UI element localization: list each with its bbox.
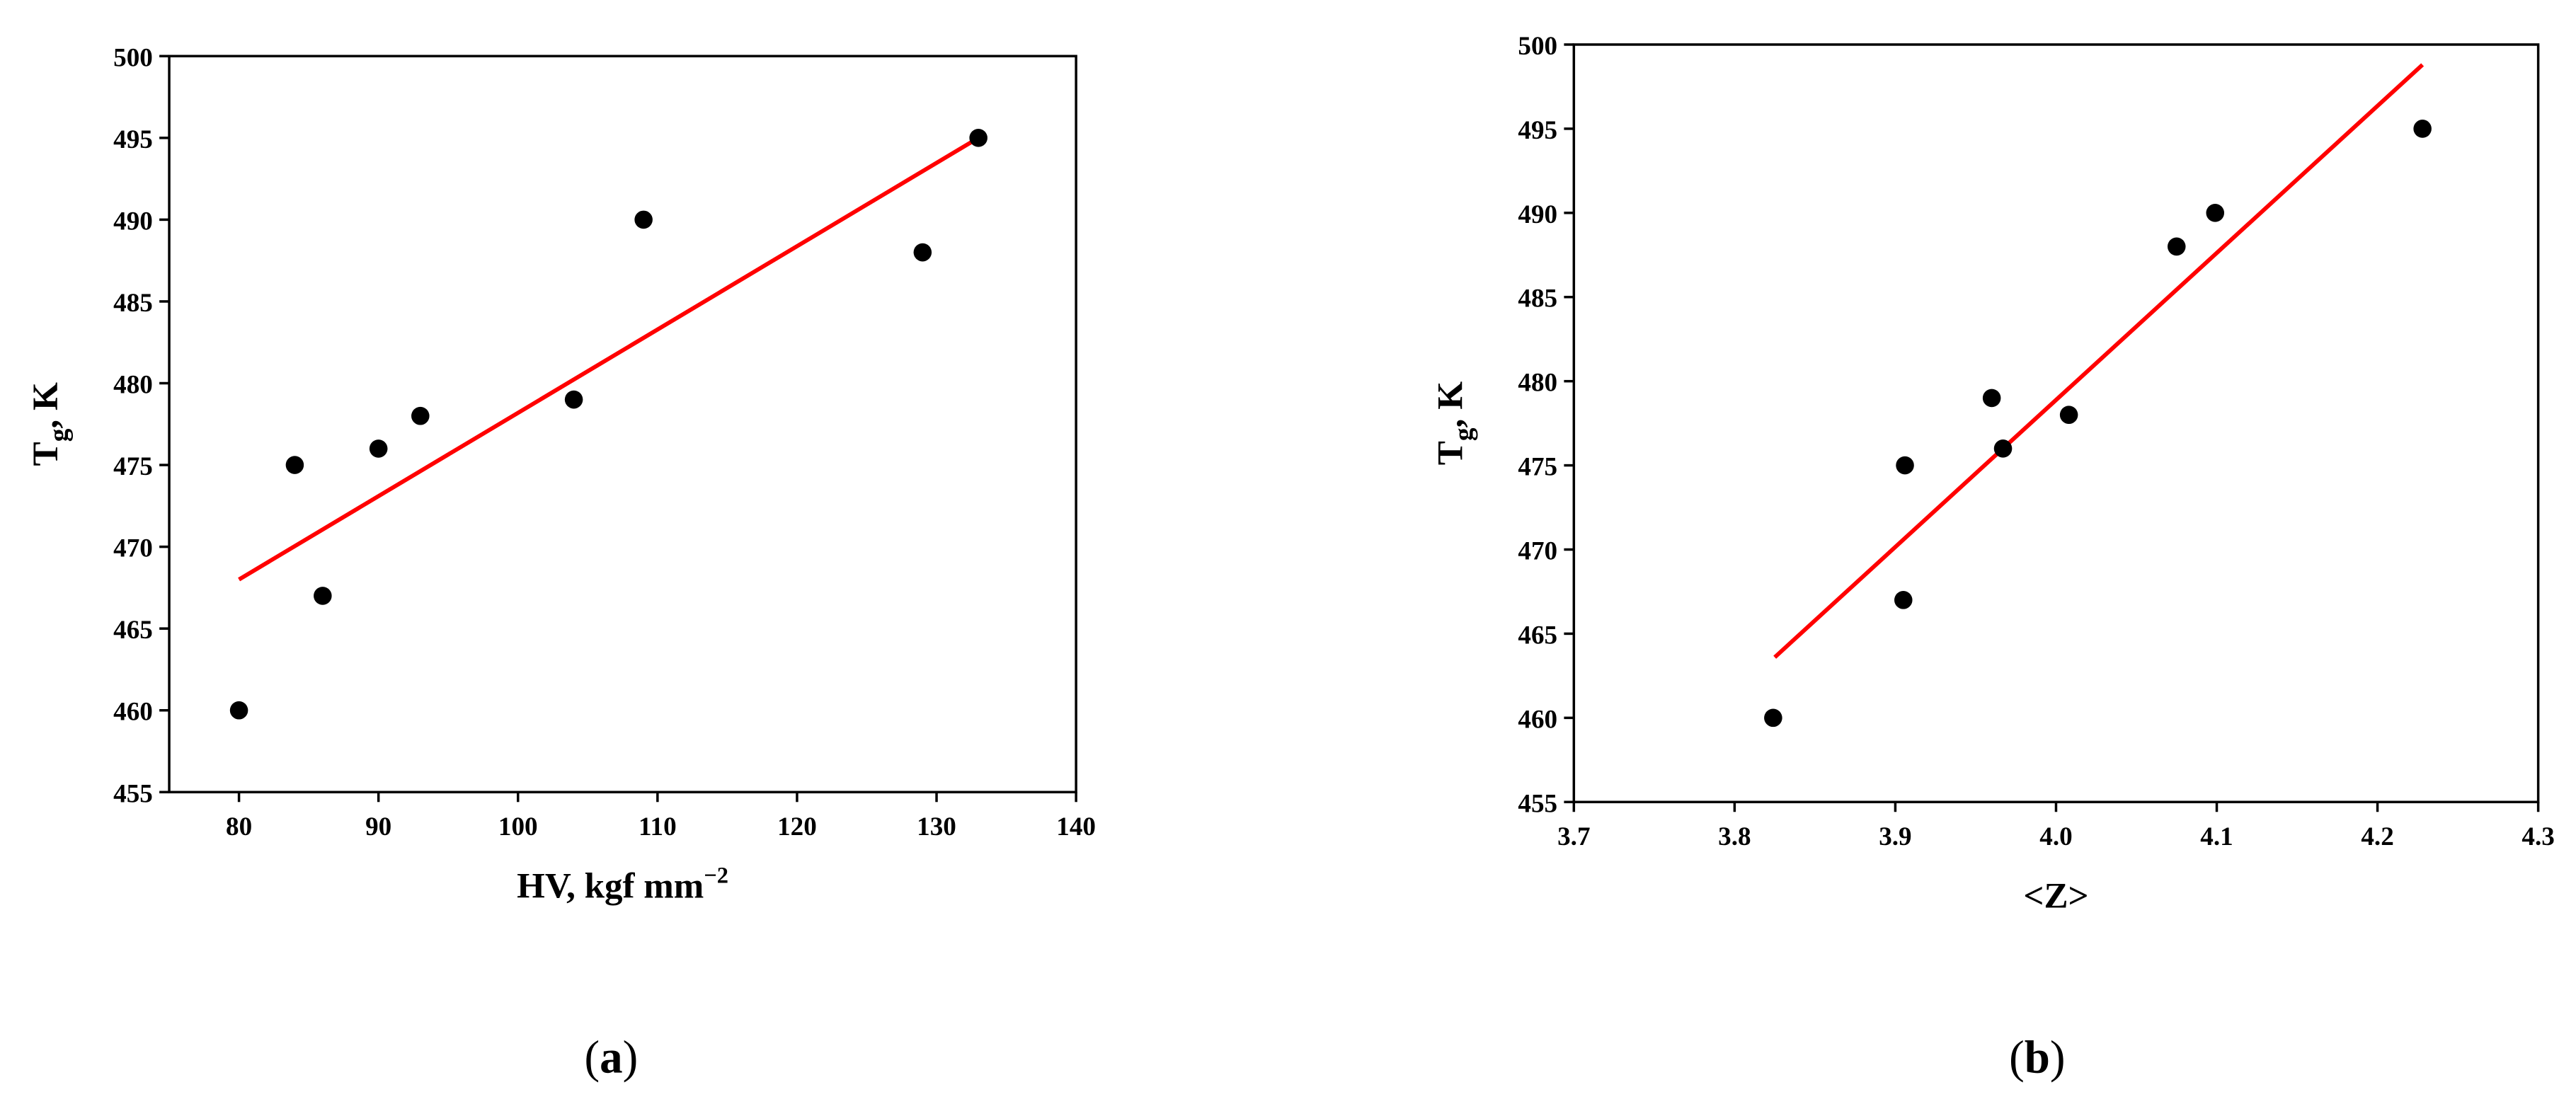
y-axis-label: Tg, K bbox=[25, 382, 74, 466]
data-point bbox=[2059, 406, 2078, 425]
data-point bbox=[564, 390, 583, 409]
y-tick-label: 465 bbox=[1518, 621, 1557, 650]
y-tick-label: 455 bbox=[1518, 789, 1557, 818]
y-tick-label: 490 bbox=[1518, 200, 1557, 229]
caption-part: a bbox=[600, 1033, 622, 1083]
y-tick-label: 460 bbox=[113, 698, 153, 727]
x-tick-label: 4.0 bbox=[2039, 822, 2072, 851]
x-label-part: −2 bbox=[704, 863, 728, 888]
y-tick-label: 495 bbox=[113, 125, 153, 154]
y-label-part: g bbox=[45, 428, 74, 442]
data-point bbox=[1982, 389, 2001, 408]
x-tick-label: 3.7 bbox=[1557, 822, 1590, 851]
y-tick-label: 460 bbox=[1518, 705, 1557, 734]
y-tick-label: 485 bbox=[1518, 284, 1557, 314]
data-point bbox=[1764, 708, 1782, 728]
x-tick-label: 100 bbox=[498, 812, 538, 841]
data-point bbox=[913, 243, 932, 262]
y-tick-label: 495 bbox=[1518, 116, 1557, 145]
x-tick-label: 90 bbox=[365, 812, 391, 841]
y-tick-label: 490 bbox=[113, 207, 153, 236]
caption-part: ) bbox=[623, 1033, 639, 1083]
data-point bbox=[2206, 203, 2225, 222]
y-tick-label: 475 bbox=[113, 452, 153, 481]
y-tick-label: 485 bbox=[113, 289, 153, 318]
data-point bbox=[1894, 591, 1913, 609]
x-axis-label: HV, kgf mm−2 bbox=[517, 863, 728, 906]
data-point bbox=[314, 587, 332, 605]
x-tick-label: 140 bbox=[1056, 812, 1096, 841]
data-point bbox=[634, 210, 653, 229]
y-tick-label: 500 bbox=[1518, 32, 1557, 61]
x-tick-label: 110 bbox=[639, 812, 677, 841]
caption: (b) bbox=[2009, 1033, 2065, 1083]
data-point bbox=[2413, 120, 2432, 138]
data-point bbox=[229, 701, 248, 720]
caption-part: ( bbox=[584, 1033, 600, 1083]
y-label-part: g bbox=[1450, 427, 1479, 441]
caption-part: ( bbox=[2009, 1033, 2025, 1083]
x-label-part: <Z> bbox=[2023, 875, 2088, 916]
fit-line bbox=[238, 136, 980, 582]
x-tick-label: 120 bbox=[777, 812, 817, 841]
x-tick-label: 4.3 bbox=[2521, 822, 2554, 851]
x-tick-label: 130 bbox=[917, 812, 956, 841]
x-tick-label: 80 bbox=[226, 812, 252, 841]
y-label-part: T bbox=[1431, 441, 1471, 465]
plot-frame bbox=[168, 54, 1077, 794]
y-label-part: , K bbox=[25, 382, 66, 429]
data-point bbox=[2167, 237, 2186, 256]
y-tick-label: 500 bbox=[113, 43, 153, 72]
y-tick-label: 455 bbox=[113, 779, 153, 808]
y-tick-label: 475 bbox=[1518, 452, 1557, 481]
data-point bbox=[285, 456, 304, 474]
x-label-part: HV, kgf mm bbox=[517, 866, 704, 906]
data-point bbox=[411, 406, 430, 425]
y-tick-label: 470 bbox=[1518, 536, 1557, 565]
x-tick-label: 3.8 bbox=[1718, 822, 1751, 851]
caption: (a) bbox=[584, 1033, 638, 1083]
y-tick-label: 465 bbox=[113, 616, 153, 645]
y-axis-label: Tg, K bbox=[1431, 381, 1479, 466]
caption-part: b bbox=[2025, 1033, 2050, 1083]
x-tick-label: 4.1 bbox=[2200, 822, 2233, 851]
x-tick-label: 3.9 bbox=[1879, 822, 1911, 851]
y-tick-label: 470 bbox=[113, 534, 153, 563]
x-axis-label: <Z> bbox=[2023, 875, 2088, 916]
data-point bbox=[969, 129, 988, 147]
x-tick-label: 4.2 bbox=[2361, 822, 2393, 851]
data-point bbox=[1896, 456, 1914, 475]
plot-frame bbox=[1572, 43, 2540, 804]
fit-line bbox=[1773, 63, 2425, 659]
caption-part: ) bbox=[2050, 1033, 2066, 1083]
data-point bbox=[1993, 439, 2013, 458]
y-label-part: , K bbox=[1431, 381, 1471, 428]
data-point bbox=[369, 439, 388, 458]
y-tick-label: 480 bbox=[1518, 369, 1557, 398]
y-label-part: T bbox=[25, 442, 66, 466]
y-tick-label: 480 bbox=[113, 370, 153, 399]
